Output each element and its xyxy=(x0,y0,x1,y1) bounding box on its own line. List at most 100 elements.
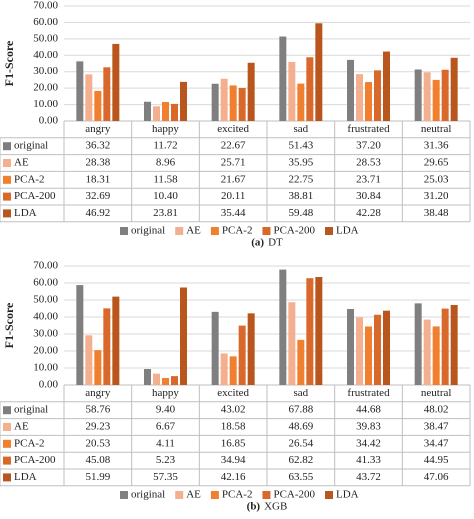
bar xyxy=(144,369,151,385)
y-tick-label: 20.00 xyxy=(33,345,58,357)
bar xyxy=(315,23,323,121)
bar xyxy=(288,302,296,385)
table-cell: 28.38 xyxy=(85,157,110,169)
row-label: LDA xyxy=(14,471,37,483)
row-swatch xyxy=(3,473,11,482)
bar xyxy=(238,87,246,121)
caption: XGB xyxy=(264,501,287,513)
bar xyxy=(153,373,160,385)
bar xyxy=(211,83,219,121)
table-cell: 6.67 xyxy=(156,421,176,433)
table-cell: 35.95 xyxy=(288,157,313,169)
caption-label: (b) xyxy=(247,501,261,513)
table-cell: 45.08 xyxy=(85,454,110,466)
table-cell: 34.42 xyxy=(356,437,381,449)
table-cell: 39.83 xyxy=(356,421,381,433)
legend-label: original xyxy=(131,225,165,237)
row-swatch xyxy=(3,209,11,218)
x-tick-label: neutral xyxy=(421,123,452,135)
table-cell: 62.82 xyxy=(288,454,313,466)
table-cell: 63.55 xyxy=(288,471,313,483)
table-cell: 41.33 xyxy=(356,454,381,466)
bar xyxy=(220,78,228,121)
bar xyxy=(247,62,255,121)
table-cell: 58.76 xyxy=(85,404,110,416)
legend-label: PCA-200 xyxy=(273,225,315,237)
row-label: PCA-2 xyxy=(14,437,45,449)
row-swatch xyxy=(3,423,11,431)
x-tick-label: angry xyxy=(85,387,111,399)
table-cell: 23.71 xyxy=(356,173,381,185)
y-tick-label: 40.00 xyxy=(33,49,58,61)
bar xyxy=(94,350,102,385)
bar xyxy=(85,74,93,121)
x-tick-label: excited xyxy=(217,123,249,135)
bar xyxy=(180,81,187,121)
bar xyxy=(211,311,219,385)
bar xyxy=(356,74,363,121)
legend-swatch xyxy=(262,227,271,235)
y-tick-label: 10.00 xyxy=(33,98,58,110)
row-label: PCA-200 xyxy=(14,190,56,202)
legend-swatch xyxy=(210,227,219,235)
table-cell: 31.20 xyxy=(424,190,449,202)
table-cell: 26.54 xyxy=(288,437,313,449)
x-tick-label: happy xyxy=(152,123,179,135)
legend-swatch xyxy=(120,491,128,499)
legend-label: original xyxy=(131,489,165,501)
chart: 0.00 10.00 20.00 30.00 40.00 50.00 60.00 70.00 F… xyxy=(0,0,471,249)
table-cell: 8.96 xyxy=(156,157,176,169)
table-cell: 46.92 xyxy=(85,207,110,219)
bar xyxy=(423,319,431,385)
bar xyxy=(229,85,237,121)
y-tick-label: 30.00 xyxy=(33,65,58,77)
row-label: original xyxy=(14,140,48,152)
bar xyxy=(153,106,160,121)
bar xyxy=(450,304,458,385)
row-label: original xyxy=(14,404,48,416)
table-cell: 34.94 xyxy=(221,454,246,466)
x-tick-label: frustrated xyxy=(347,387,390,399)
bar xyxy=(112,296,120,385)
x-tick-label: excited xyxy=(217,387,249,399)
table-cell: 11.58 xyxy=(153,173,178,185)
table-cell: 23.81 xyxy=(153,207,178,219)
row-label: PCA-2 xyxy=(14,173,45,185)
bar xyxy=(171,376,178,385)
bar xyxy=(414,69,422,121)
table-cell: 5.23 xyxy=(156,454,176,466)
table-cell: 11.72 xyxy=(153,140,177,152)
table-cell: 25.71 xyxy=(221,157,246,169)
row-swatch xyxy=(3,439,11,448)
table-cell: 18.58 xyxy=(221,421,246,433)
x-tick-label: frustrated xyxy=(347,123,390,135)
table-cell: 51.99 xyxy=(85,471,110,483)
bar xyxy=(279,36,287,121)
bar xyxy=(374,314,381,385)
row-label: AE xyxy=(14,421,29,433)
bar xyxy=(103,67,111,121)
table-cell: 29.23 xyxy=(85,421,110,433)
bar xyxy=(347,309,354,385)
table-cell: 16.85 xyxy=(221,437,246,449)
table-cell: 34.47 xyxy=(424,437,449,449)
legend-swatch xyxy=(175,491,184,499)
legend-label: AE xyxy=(186,225,201,237)
legend-label: LDA xyxy=(336,489,359,501)
table-cell: 22.67 xyxy=(221,140,246,152)
y-tick-label: 0.00 xyxy=(39,115,59,127)
bar xyxy=(306,278,314,385)
table-cell: 47.06 xyxy=(424,471,449,483)
bar xyxy=(76,285,84,385)
table-cell: 38.47 xyxy=(424,421,449,433)
table-cell: 29.65 xyxy=(424,157,449,169)
bar xyxy=(297,339,305,385)
bar xyxy=(365,326,372,385)
bar xyxy=(229,356,237,385)
bar xyxy=(220,353,228,385)
table-cell: 51.43 xyxy=(288,140,313,152)
table-cell: 20.53 xyxy=(85,437,110,449)
bar xyxy=(171,103,178,121)
bar xyxy=(315,276,323,385)
bar xyxy=(85,335,93,385)
